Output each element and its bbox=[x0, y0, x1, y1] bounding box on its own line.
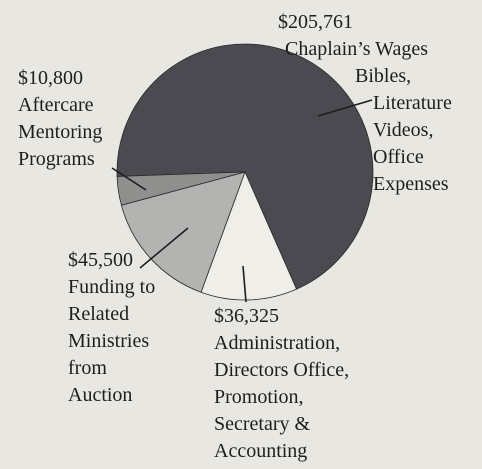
leader-line bbox=[139, 227, 189, 269]
pie-slice bbox=[200, 170, 298, 301]
category-label: Aftercare Mentoring Programs bbox=[18, 94, 102, 170]
pie-slice bbox=[116, 43, 374, 290]
leader-line bbox=[242, 265, 247, 303]
leader-line bbox=[317, 99, 373, 117]
value-label: $10,800 bbox=[18, 67, 83, 89]
category-label: Funding to Related Ministries from Auction bbox=[68, 276, 155, 406]
value-label: $36,325 bbox=[214, 305, 279, 327]
leader-line bbox=[111, 167, 147, 191]
pie-slice bbox=[116, 171, 246, 206]
category-label: Chaplain’s Wages Bibles, Literature Videos,… bbox=[285, 38, 452, 195]
value-label: $45,500 bbox=[68, 249, 133, 271]
category-label: Administration, Directors Office, Promotio… bbox=[214, 332, 349, 462]
value-label: $205,761 bbox=[278, 11, 353, 33]
